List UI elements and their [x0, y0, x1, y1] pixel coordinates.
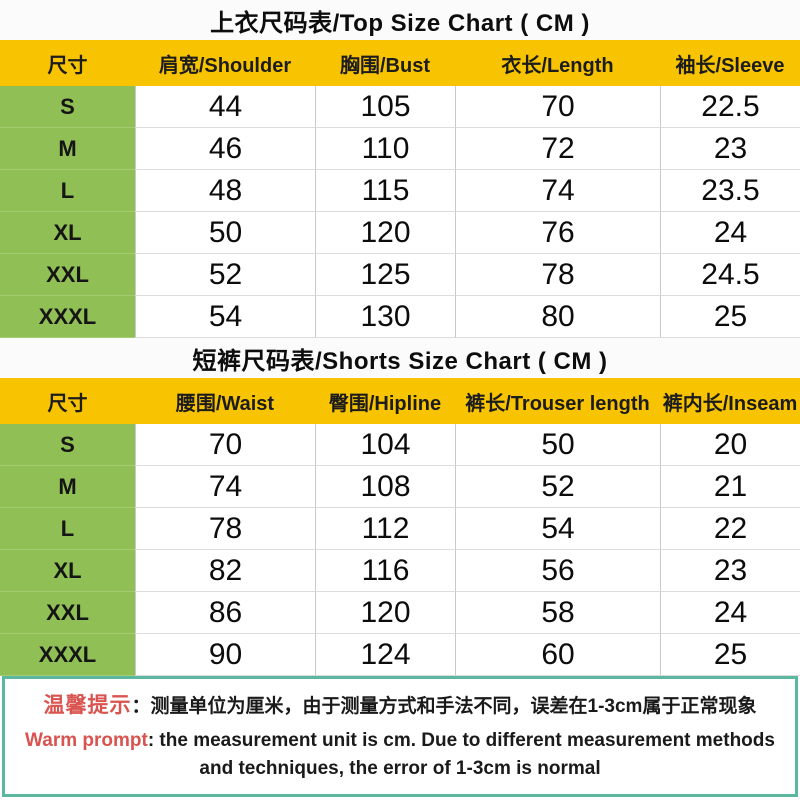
- shorts-row-xxl-trouser-length: 58: [455, 592, 660, 634]
- warm-prompt-text-cn: ：测量单位为厘米，由于测量方式和手法不同，误差在1-3cm属于正常现象: [131, 695, 757, 717]
- shorts-size-table: 尺寸 腰围/Waist 臀围/Hipline 裤长/Trouser length…: [0, 378, 800, 676]
- shorts-header-hipline: 臀围/Hipline: [315, 378, 455, 424]
- shorts-row-m-inseam: 21: [660, 466, 800, 508]
- shorts-header-size: 尺寸: [0, 378, 135, 424]
- shorts-row-m-hipline: 108: [315, 466, 455, 508]
- top-row-l-length: 74: [455, 170, 660, 212]
- top-row-xxl-shoulder: 52: [135, 254, 315, 296]
- shorts-row-s-size: S: [0, 424, 135, 466]
- top-row-xxxl-shoulder: 54: [135, 296, 315, 338]
- top-row-xl-sleeve: 24: [660, 212, 800, 254]
- top-header-size: 尺寸: [0, 40, 135, 86]
- top-chart-title: 上衣尺码表/Top Size Chart ( CM ): [0, 0, 800, 40]
- top-row-s-sleeve: 22.5: [660, 86, 800, 128]
- shorts-row-m-waist: 74: [135, 466, 315, 508]
- top-row-xxl-size: XXL: [0, 254, 135, 296]
- top-row-xl-size: XL: [0, 212, 135, 254]
- top-row-s-shoulder: 44: [135, 86, 315, 128]
- top-row-xxl-bust: 125: [315, 254, 455, 296]
- top-row-l-bust: 115: [315, 170, 455, 212]
- shorts-row-xxxl-trouser-length: 60: [455, 634, 660, 676]
- shorts-chart-title: 短裤尺码表/Shorts Size Chart ( CM ): [0, 338, 800, 378]
- top-size-table: 尺寸 肩宽/Shoulder 胸围/Bust 衣长/Length 袖长/Slee…: [0, 40, 800, 338]
- top-row-m-shoulder: 46: [135, 128, 315, 170]
- shorts-row-xl-trouser-length: 56: [455, 550, 660, 592]
- warm-prompt-text-en: : the measurement unit is cm. Due to dif…: [147, 730, 775, 779]
- top-row-s-bust: 105: [315, 86, 455, 128]
- top-header-shoulder: 肩宽/Shoulder: [135, 40, 315, 86]
- shorts-row-s-trouser-length: 50: [455, 424, 660, 466]
- top-row-xxl-sleeve: 24.5: [660, 254, 800, 296]
- shorts-row-l-hipline: 112: [315, 508, 455, 550]
- shorts-row-m-trouser-length: 52: [455, 466, 660, 508]
- warm-prompt-label-en: Warm prompt: [25, 730, 148, 752]
- shorts-row-l-waist: 78: [135, 508, 315, 550]
- shorts-row-l-size: L: [0, 508, 135, 550]
- top-row-s-length: 70: [455, 86, 660, 128]
- top-row-s-size: S: [0, 86, 135, 128]
- shorts-row-xl-inseam: 23: [660, 550, 800, 592]
- shorts-row-xxl-waist: 86: [135, 592, 315, 634]
- shorts-row-xl-waist: 82: [135, 550, 315, 592]
- top-row-l-size: L: [0, 170, 135, 212]
- top-header-length: 衣长/Length: [455, 40, 660, 86]
- shorts-row-xxxl-waist: 90: [135, 634, 315, 676]
- warm-prompt-box: 温馨提示：测量单位为厘米，由于测量方式和手法不同，误差在1-3cm属于正常现象 …: [2, 676, 798, 797]
- shorts-row-xxl-size: XXL: [0, 592, 135, 634]
- shorts-row-s-inseam: 20: [660, 424, 800, 466]
- shorts-row-l-inseam: 22: [660, 508, 800, 550]
- top-header-bust: 胸围/Bust: [315, 40, 455, 86]
- top-row-xl-shoulder: 50: [135, 212, 315, 254]
- top-row-xl-bust: 120: [315, 212, 455, 254]
- warm-prompt-label-cn: 温馨提示: [43, 693, 132, 717]
- top-row-l-shoulder: 48: [135, 170, 315, 212]
- shorts-header-trouser-length: 裤长/Trouser length: [455, 378, 660, 424]
- top-row-xxxl-bust: 130: [315, 296, 455, 338]
- warm-prompt-line-en: Warm prompt: the measurement unit is cm.…: [19, 727, 781, 782]
- shorts-row-xxl-hipline: 120: [315, 592, 455, 634]
- shorts-row-xxxl-inseam: 25: [660, 634, 800, 676]
- top-row-l-sleeve: 23.5: [660, 170, 800, 212]
- top-row-xxxl-length: 80: [455, 296, 660, 338]
- shorts-row-xl-hipline: 116: [315, 550, 455, 592]
- shorts-header-inseam: 裤内长/Inseam: [660, 378, 800, 424]
- top-row-m-length: 72: [455, 128, 660, 170]
- shorts-row-xl-size: XL: [0, 550, 135, 592]
- top-header-sleeve: 袖长/Sleeve: [660, 40, 800, 86]
- top-row-xxxl-size: XXXL: [0, 296, 135, 338]
- shorts-row-xxxl-hipline: 124: [315, 634, 455, 676]
- shorts-header-waist: 腰围/Waist: [135, 378, 315, 424]
- top-row-xl-length: 76: [455, 212, 660, 254]
- shorts-row-s-waist: 70: [135, 424, 315, 466]
- shorts-row-m-size: M: [0, 466, 135, 508]
- top-row-m-bust: 110: [315, 128, 455, 170]
- top-row-m-sleeve: 23: [660, 128, 800, 170]
- top-row-xxxl-sleeve: 25: [660, 296, 800, 338]
- shorts-row-xxxl-size: XXXL: [0, 634, 135, 676]
- top-row-xxl-length: 78: [455, 254, 660, 296]
- top-row-m-size: M: [0, 128, 135, 170]
- shorts-row-l-trouser-length: 54: [455, 508, 660, 550]
- shorts-row-s-hipline: 104: [315, 424, 455, 466]
- shorts-row-xxl-inseam: 24: [660, 592, 800, 634]
- warm-prompt-line-cn: 温馨提示：测量单位为厘米，由于测量方式和手法不同，误差在1-3cm属于正常现象: [44, 691, 757, 721]
